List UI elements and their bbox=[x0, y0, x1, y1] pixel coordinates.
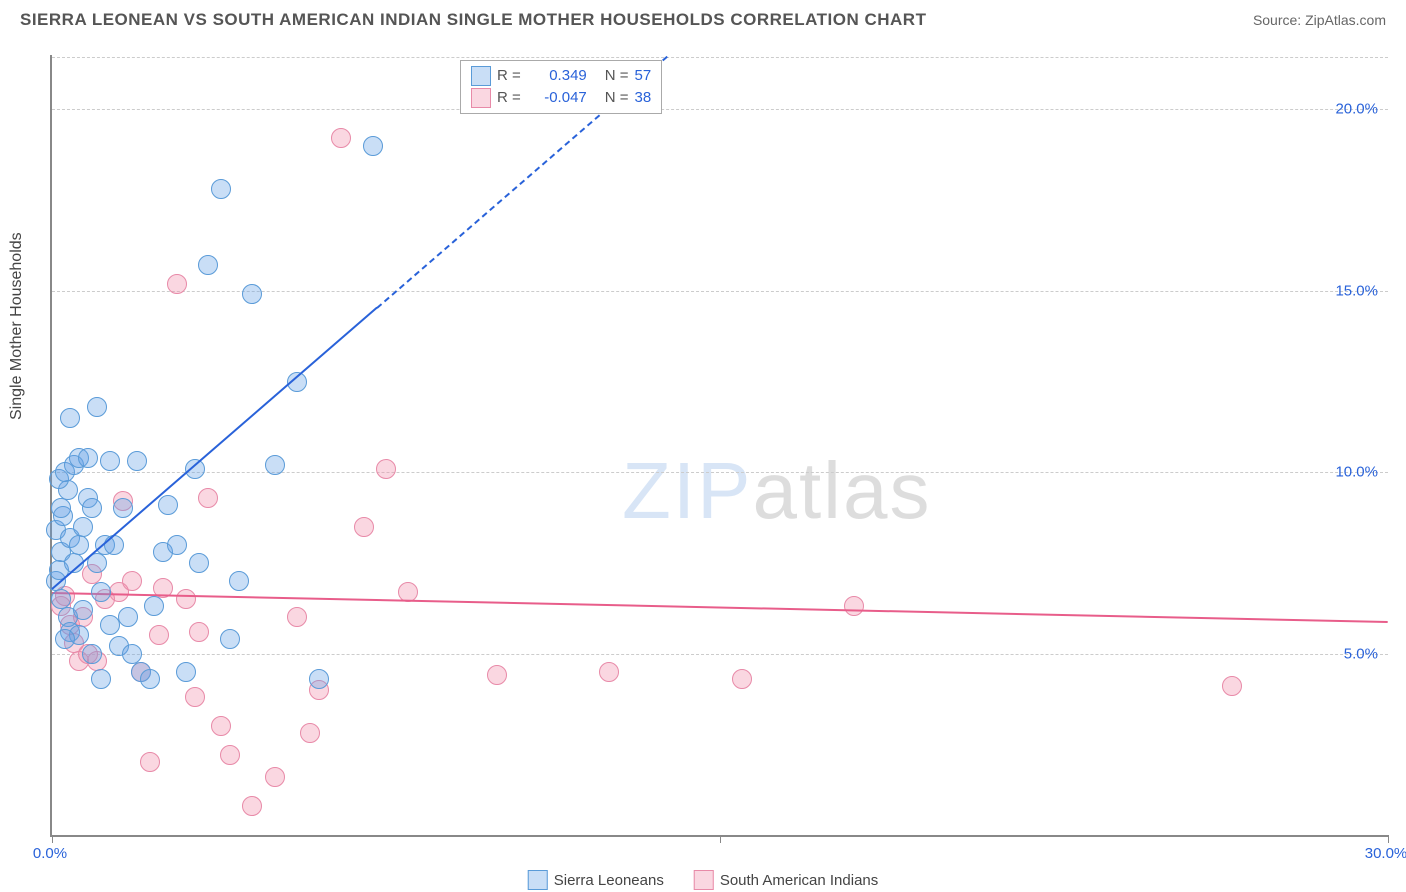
series-legend: Sierra Leoneans South American Indians bbox=[528, 870, 879, 890]
legend-row: R =0.349N =57 bbox=[471, 65, 651, 87]
data-point bbox=[198, 488, 218, 508]
data-point bbox=[354, 517, 374, 537]
x-tick bbox=[720, 835, 721, 843]
data-point bbox=[140, 752, 160, 772]
data-point bbox=[176, 662, 196, 682]
data-point bbox=[229, 571, 249, 591]
source-label: Source: ZipAtlas.com bbox=[1253, 12, 1386, 28]
data-point bbox=[100, 451, 120, 471]
data-point bbox=[363, 136, 383, 156]
data-point bbox=[167, 274, 187, 294]
data-point bbox=[300, 723, 320, 743]
data-point bbox=[331, 128, 351, 148]
data-point bbox=[91, 582, 111, 602]
data-point bbox=[78, 448, 98, 468]
watermark-atlas: atlas bbox=[752, 446, 931, 535]
trend-line bbox=[52, 592, 1388, 623]
chart-title: SIERRA LEONEAN VS SOUTH AMERICAN INDIAN … bbox=[20, 10, 926, 30]
data-point bbox=[211, 179, 231, 199]
gridline bbox=[52, 472, 1388, 473]
data-point bbox=[487, 665, 507, 685]
data-point bbox=[122, 571, 142, 591]
data-point bbox=[176, 589, 196, 609]
legend-swatch bbox=[471, 66, 491, 86]
data-point bbox=[91, 669, 111, 689]
data-point bbox=[60, 408, 80, 428]
data-point bbox=[198, 255, 218, 275]
x-tick-label: 30.0% bbox=[1365, 845, 1406, 862]
data-point bbox=[1222, 676, 1242, 696]
legend-label: South American Indians bbox=[720, 872, 878, 889]
y-tick-label: 20.0% bbox=[1335, 101, 1378, 118]
data-point bbox=[242, 284, 262, 304]
watermark: ZIPatlas bbox=[622, 445, 931, 537]
data-point bbox=[844, 596, 864, 616]
data-point bbox=[220, 629, 240, 649]
y-tick-label: 5.0% bbox=[1344, 645, 1378, 662]
data-point bbox=[242, 796, 262, 816]
legend-swatch bbox=[528, 870, 548, 890]
y-axis-label: Single Mother Households bbox=[8, 232, 26, 420]
correlation-legend: R =0.349N =57R =-0.047N =38 bbox=[460, 60, 662, 114]
data-point bbox=[376, 459, 396, 479]
data-point bbox=[220, 745, 240, 765]
data-point bbox=[599, 662, 619, 682]
data-point bbox=[73, 517, 93, 537]
data-point bbox=[104, 535, 124, 555]
data-point bbox=[149, 625, 169, 645]
gridline bbox=[52, 57, 1388, 58]
legend-item: Sierra Leoneans bbox=[528, 870, 664, 890]
legend-row: R =-0.047N =38 bbox=[471, 87, 651, 109]
data-point bbox=[69, 535, 89, 555]
legend-label: Sierra Leoneans bbox=[554, 872, 664, 889]
data-point bbox=[309, 669, 329, 689]
data-point bbox=[113, 498, 133, 518]
data-point bbox=[51, 498, 71, 518]
data-point bbox=[287, 607, 307, 627]
data-point bbox=[732, 669, 752, 689]
data-point bbox=[51, 589, 71, 609]
data-point bbox=[189, 622, 209, 642]
data-point bbox=[265, 767, 285, 787]
data-point bbox=[158, 495, 178, 515]
scatter-plot: ZIPatlas 5.0% 10.0% 15.0% 20.0% bbox=[50, 55, 1388, 837]
legend-swatch bbox=[471, 88, 491, 108]
data-point bbox=[73, 600, 93, 620]
x-tick bbox=[52, 835, 53, 843]
data-point bbox=[144, 596, 164, 616]
legend-item: South American Indians bbox=[694, 870, 878, 890]
trend-line bbox=[51, 307, 377, 590]
legend-swatch bbox=[694, 870, 714, 890]
data-point bbox=[82, 498, 102, 518]
data-point bbox=[122, 644, 142, 664]
gridline bbox=[52, 109, 1388, 110]
data-point bbox=[167, 535, 187, 555]
data-point bbox=[211, 716, 231, 736]
data-point bbox=[185, 687, 205, 707]
y-tick-label: 15.0% bbox=[1335, 282, 1378, 299]
data-point bbox=[118, 607, 138, 627]
data-point bbox=[127, 451, 147, 471]
watermark-zip: ZIP bbox=[622, 446, 752, 535]
x-tick bbox=[1388, 835, 1389, 843]
data-point bbox=[87, 397, 107, 417]
gridline bbox=[52, 654, 1388, 655]
data-point bbox=[265, 455, 285, 475]
data-point bbox=[189, 553, 209, 573]
data-point bbox=[140, 669, 160, 689]
x-tick-label: 0.0% bbox=[33, 845, 67, 862]
data-point bbox=[55, 629, 75, 649]
data-point bbox=[82, 644, 102, 664]
y-tick-label: 10.0% bbox=[1335, 464, 1378, 481]
